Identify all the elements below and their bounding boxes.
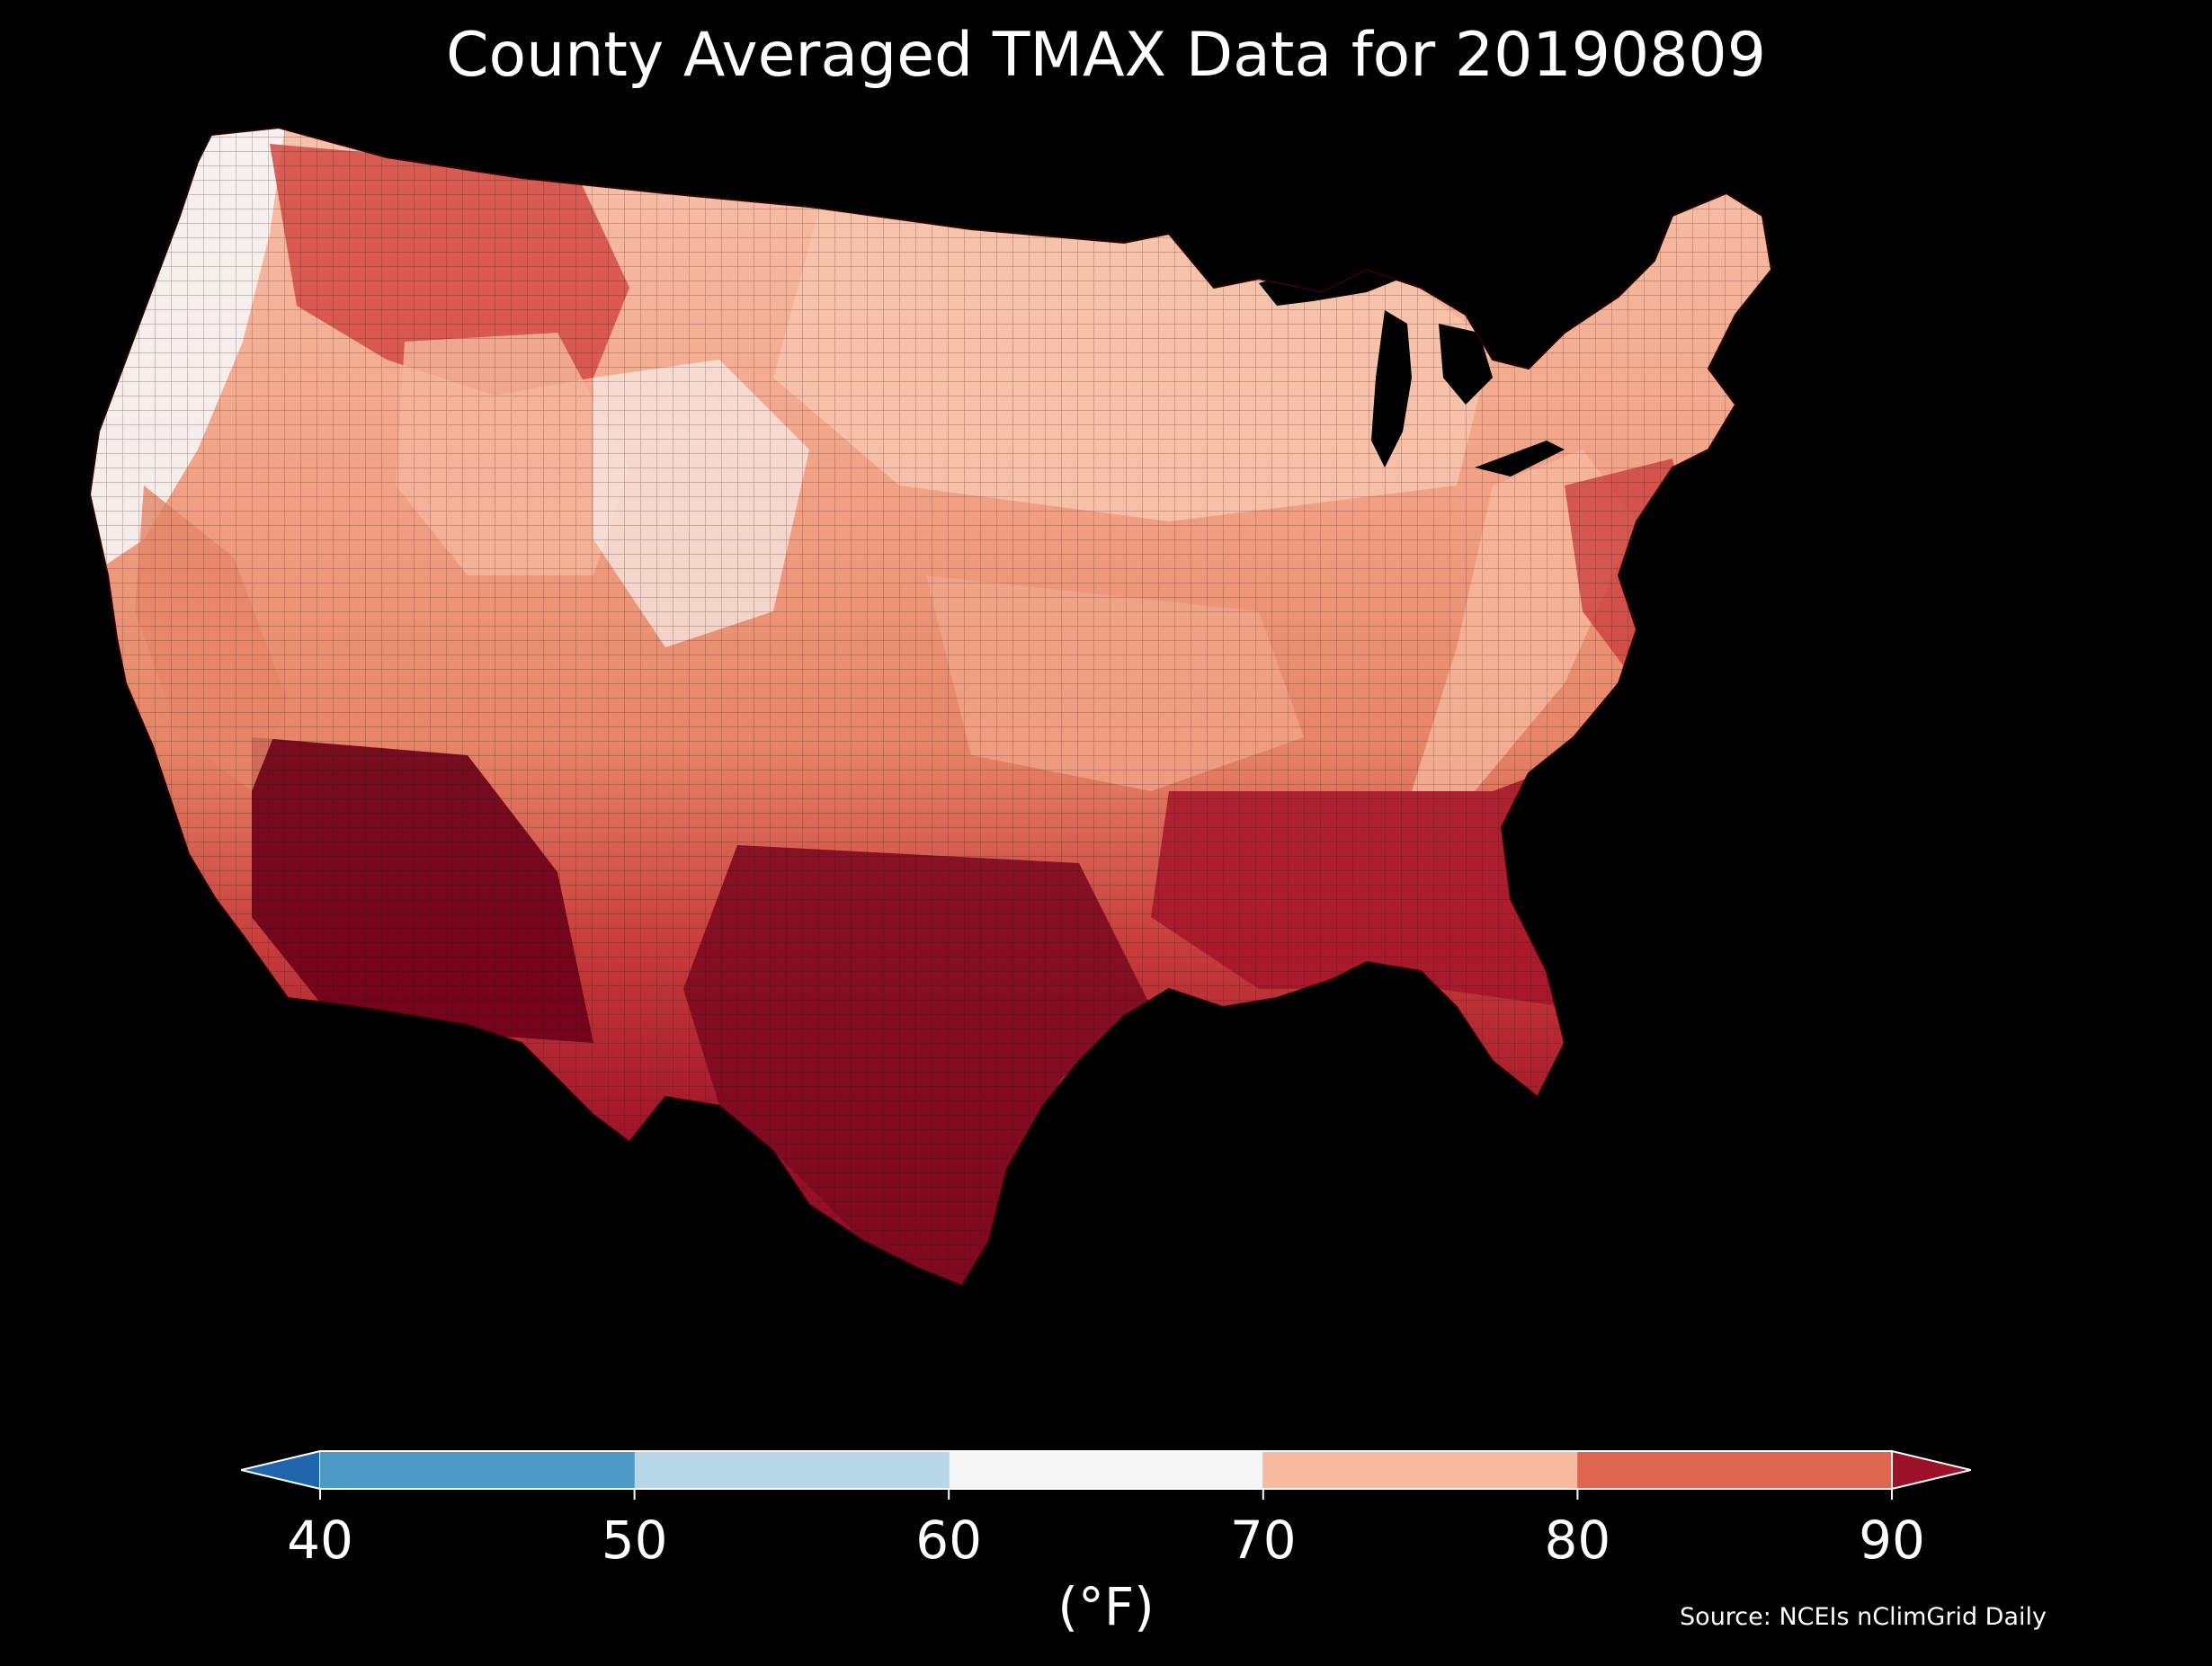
source-credit: Source: NCEIs nClimGrid Daily	[1680, 1603, 2047, 1631]
colorbar-tick-label: 50	[601, 1510, 668, 1571]
colorbar-tick-label: 90	[1859, 1510, 1925, 1571]
map-canvas	[90, 127, 1772, 1287]
colorbar-bin	[634, 1451, 950, 1489]
colorbar-bin	[1262, 1451, 1578, 1489]
colorbar	[241, 1449, 1971, 1500]
lake-huron	[1439, 324, 1493, 405]
colorbar-unit-label: (°F)	[1057, 1576, 1155, 1637]
lake-michigan	[1371, 310, 1412, 468]
colorbar-bin	[320, 1451, 635, 1489]
lake-superior	[1259, 259, 1412, 306]
conus-landmass	[90, 128, 1771, 1286]
colorbar-tick-label: 80	[1544, 1510, 1611, 1571]
colorbar-tick-label: 60	[915, 1510, 983, 1571]
lake-erie	[1475, 441, 1565, 477]
colorbar-bin	[949, 1451, 1263, 1489]
colorbar-outline	[320, 1450, 1892, 1490]
map-title: County Averaged TMAX Data for 20190809	[446, 20, 1766, 91]
colorbar-tick-label: 40	[287, 1510, 353, 1571]
colorbar-extend-low	[241, 1449, 321, 1491]
us-county-map	[90, 108, 2122, 1385]
chesapeake-bay	[1635, 611, 1650, 719]
colorbar-tick-label: 70	[1229, 1510, 1297, 1571]
colorbar-extend-high	[1891, 1449, 1971, 1491]
colorbar-bin	[1577, 1451, 1892, 1489]
